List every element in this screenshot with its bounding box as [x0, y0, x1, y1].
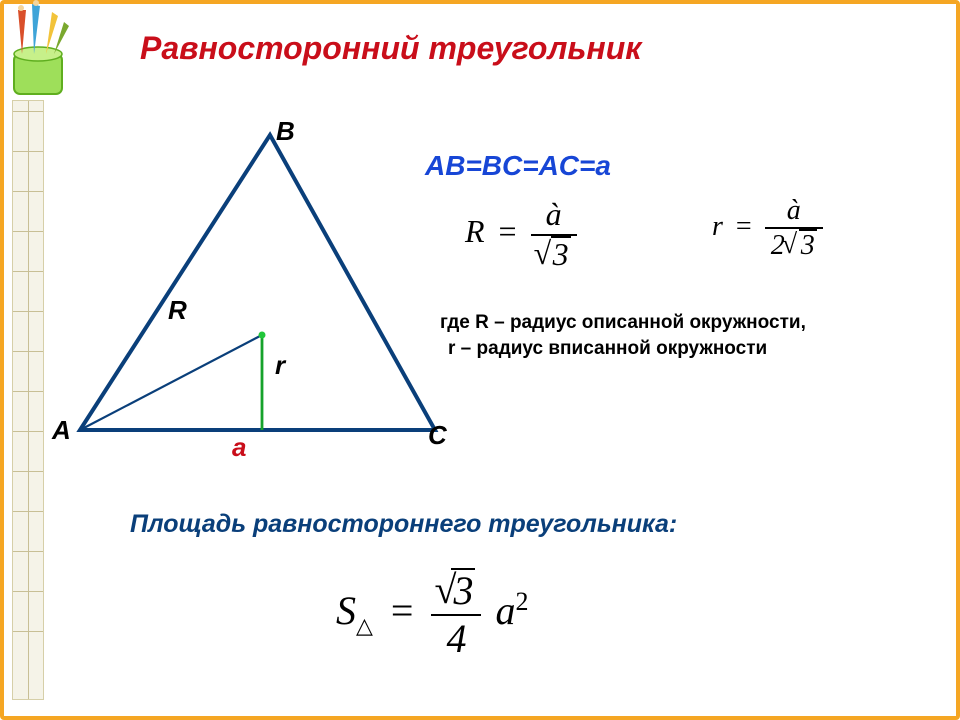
formula-R-num: à	[531, 198, 577, 234]
area-title: Площадь равностороннего треугольника:	[130, 510, 677, 539]
formula-r-num: à	[765, 196, 823, 227]
triangle-diagram	[60, 120, 450, 450]
segment-R	[80, 335, 262, 430]
vertex-label-B: B	[276, 116, 295, 147]
formula-S-num: 3	[451, 568, 475, 612]
pencil-cup-decoration	[0, 0, 80, 102]
formula-r-den: 3	[799, 229, 817, 260]
formula-S-sub: △	[356, 613, 373, 638]
formula-area: S△ = 3 4 a2	[336, 570, 528, 660]
formula-inradius: r = à 23	[712, 196, 823, 261]
label-a: a	[232, 432, 246, 463]
label-R: R	[168, 295, 187, 326]
triangle-abc	[80, 135, 435, 430]
label-r: r	[275, 350, 285, 381]
formula-R-lhs: R	[465, 213, 485, 249]
formula-S-den: 4	[431, 614, 481, 660]
formula-r-lhs: r	[712, 211, 723, 242]
formula-circumradius: R = à 3	[465, 198, 577, 271]
formula-R-den: 3	[551, 236, 571, 272]
ruler-decoration	[12, 100, 44, 700]
formula-S-exp: 2	[515, 587, 528, 616]
description-line1: где R – радиус описанной окружности,	[440, 312, 806, 334]
page-title: Равносторонний треугольник	[140, 30, 641, 67]
formula-S-tail: a	[491, 588, 515, 633]
description-line2: r – радиус вписанной окружности	[448, 338, 767, 360]
vertex-label-A: A	[52, 415, 71, 446]
center-dot	[259, 332, 266, 339]
formula-S-lhs: S	[336, 588, 356, 633]
sides-equation: AB=BC=AC=a	[425, 150, 611, 182]
vertex-label-C: C	[428, 420, 447, 451]
